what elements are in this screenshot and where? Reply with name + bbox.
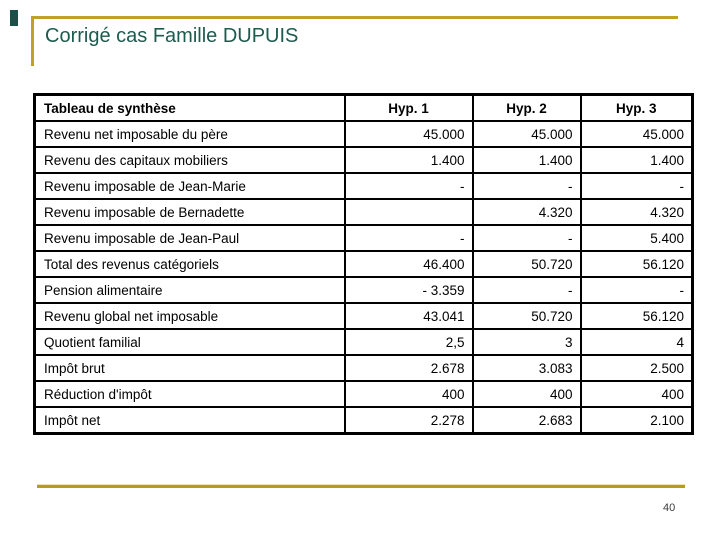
- row-label: Réduction d'impôt: [33, 380, 346, 408]
- table-header-row: Tableau de synthèse Hyp. 1 Hyp. 2 Hyp. 3: [33, 93, 694, 122]
- cell-value: 4: [579, 328, 694, 356]
- cell-value: 2.678: [343, 354, 474, 382]
- row-label: Revenu imposable de Jean-Paul: [33, 224, 346, 252]
- cell-value: 50.720: [471, 250, 582, 278]
- cell-value: 46.400: [343, 250, 474, 278]
- synthesis-table: Tableau de synthèse Hyp. 1 Hyp. 2 Hyp. 3…: [33, 93, 694, 435]
- column-header-hyp1: Hyp. 1: [343, 93, 474, 122]
- table-row: Revenu imposable de Bernadette 4.320 4.3…: [33, 198, 694, 226]
- cell-value: 2.683: [471, 406, 582, 435]
- cell-value: 1.400: [471, 146, 582, 174]
- cell-value: 56.120: [579, 302, 694, 330]
- table-row: Réduction d'impôt 400 400 400: [33, 380, 694, 408]
- slide-title: Corrigé cas Famille DUPUIS: [45, 25, 299, 47]
- cell-value: 45.000: [579, 120, 694, 148]
- row-label: Total des revenus catégoriels: [33, 250, 346, 278]
- cell-value: 50.720: [471, 302, 582, 330]
- cell-value: -: [579, 276, 694, 304]
- cell-value: 45.000: [471, 120, 582, 148]
- column-header-hyp2: Hyp. 2: [471, 93, 582, 122]
- cell-value: 400: [471, 380, 582, 408]
- table-row: Pension alimentaire - 3.359 - -: [33, 276, 694, 304]
- cell-value: 2,5: [343, 328, 474, 356]
- cell-value: 400: [579, 380, 694, 408]
- table-row: Impôt net 2.278 2.683 2.100: [33, 406, 694, 435]
- cell-value: 3: [471, 328, 582, 356]
- cell-value: [343, 198, 474, 226]
- cell-value: 45.000: [343, 120, 474, 148]
- row-label: Pension alimentaire: [33, 276, 346, 304]
- table-row: Revenu imposable de Jean-Marie - - -: [33, 172, 694, 200]
- corner-accent-rect: [10, 10, 18, 26]
- row-label: Impôt net: [33, 406, 346, 435]
- cell-value: -: [343, 224, 474, 252]
- cell-value: 2.500: [579, 354, 694, 382]
- row-label: Revenu global net imposable: [33, 302, 346, 330]
- cell-value: 2.278: [343, 406, 474, 435]
- row-label: Revenu net imposable du père: [33, 120, 346, 148]
- cell-value: 4.320: [579, 198, 694, 226]
- cell-value: 3.083: [471, 354, 582, 382]
- table-row: Quotient familial 2,5 3 4: [33, 328, 694, 356]
- cell-value: 1.400: [343, 146, 474, 174]
- table-header-label: Tableau de synthèse: [33, 93, 346, 122]
- cell-value: - 3.359: [343, 276, 474, 304]
- cell-value: -: [471, 224, 582, 252]
- row-label: Impôt brut: [33, 354, 346, 382]
- cell-value: 5.400: [579, 224, 694, 252]
- row-label: Quotient familial: [33, 328, 346, 356]
- table-row: Revenu des capitaux mobiliers 1.400 1.40…: [33, 146, 694, 174]
- table-row: Revenu net imposable du père 45.000 45.0…: [33, 120, 694, 148]
- row-label: Revenu imposable de Jean-Marie: [33, 172, 346, 200]
- table-row: Revenu imposable de Jean-Paul - - 5.400: [33, 224, 694, 252]
- cell-value: 1.400: [579, 146, 694, 174]
- page-number: 40: [663, 502, 676, 514]
- cell-value: 43.041: [343, 302, 474, 330]
- title-left-rule: [31, 16, 34, 66]
- table-row: Revenu global net imposable 43.041 50.72…: [33, 302, 694, 330]
- footer-divider: [37, 484, 685, 488]
- cell-value: 56.120: [579, 250, 694, 278]
- cell-value: -: [471, 276, 582, 304]
- column-header-hyp3: Hyp. 3: [579, 93, 694, 122]
- cell-value: 4.320: [471, 198, 582, 226]
- table-row: Impôt brut 2.678 3.083 2.500: [33, 354, 694, 382]
- row-label: Revenu des capitaux mobiliers: [33, 146, 346, 174]
- table-row: Total des revenus catégoriels 46.400 50.…: [33, 250, 694, 278]
- cell-value: -: [579, 172, 694, 200]
- row-label: Revenu imposable de Bernadette: [33, 198, 346, 226]
- title-top-rule: [31, 16, 678, 19]
- cell-value: 2.100: [579, 406, 694, 435]
- cell-value: -: [343, 172, 474, 200]
- cell-value: -: [471, 172, 582, 200]
- cell-value: 400: [343, 380, 474, 408]
